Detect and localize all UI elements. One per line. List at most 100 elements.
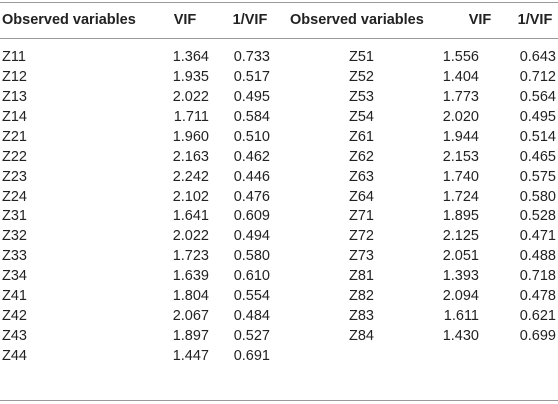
cell-variable: Z14 [2,108,27,125]
cell-variable: Z11 [2,49,26,65]
cell-inverse-vif: 0.510 [233,128,270,145]
cell-inverse-vif: 0.528 [519,208,556,225]
cell-vif: 1.447 [172,347,209,364]
bottom-rule [0,400,558,401]
cell-inverse-vif: 0.564 [519,88,556,105]
cell-variable: Z13 [2,88,27,105]
cell-inverse-vif: 0.691 [233,347,270,364]
cell-vif: 1.944 [442,128,479,145]
cell-inverse-vif: 0.465 [519,148,556,165]
cell-inverse-vif: 0.643 [519,49,556,65]
cell-vif: 2.051 [442,248,479,265]
cell-vif: 1.773 [442,88,479,105]
cell-vif: 1.804 [172,288,209,305]
cell-variable: Z83 [349,308,374,325]
cell-vif: 1.897 [172,328,209,345]
cell-variable: Z34 [2,268,27,285]
cell-variable: Z12 [2,68,27,85]
cell-vif: 2.022 [172,88,209,105]
cell-vif: 1.740 [442,168,479,185]
cell-variable: Z24 [2,188,27,205]
cell-variable: Z84 [349,328,374,345]
cell-vif: 2.163 [172,148,209,165]
cell-variable: Z33 [2,248,27,265]
cell-variable: Z44 [2,347,27,364]
cell-vif: 1.711 [173,108,209,125]
cell-vif: 1.723 [172,248,209,265]
cell-variable: Z42 [2,308,27,325]
cell-variable: Z31 [2,208,27,225]
header-inverse-vif: 1/VIF [517,12,553,28]
cell-vif: 1.960 [172,128,209,145]
cell-variable: Z41 [2,288,27,305]
cell-inverse-vif: 0.718 [519,268,556,285]
cell-vif: 1.895 [442,208,479,225]
header-variable: Observed variables [2,12,136,28]
cell-inverse-vif: 0.514 [519,128,556,145]
cell-inverse-vif: 0.517 [233,68,270,85]
cell-inverse-vif: 0.733 [233,49,270,65]
cell-inverse-vif: 0.488 [519,248,556,265]
cell-vif: 1.935 [172,68,209,85]
cell-vif: 1.430 [442,328,479,345]
cell-variable: Z21 [2,128,27,145]
cell-vif: 2.022 [172,228,209,245]
cell-vif: 2.153 [442,148,479,165]
cell-vif: 2.094 [442,288,479,305]
header-vif: VIF [173,12,197,28]
header-variable: Observed variables [290,12,424,28]
cell-inverse-vif: 0.527 [233,328,270,345]
cell-vif: 1.611 [443,308,479,325]
cell-inverse-vif: 0.476 [233,188,270,205]
cell-vif: 2.020 [442,108,479,125]
cell-vif: 1.724 [442,188,479,205]
cell-variable: Z51 [349,49,374,65]
cell-inverse-vif: 0.610 [233,268,270,285]
cell-variable: Z53 [349,88,374,105]
cell-vif: 1.639 [172,268,209,285]
cell-inverse-vif: 0.471 [519,228,556,245]
cell-vif: 1.364 [172,49,209,65]
cell-variable: Z64 [349,188,374,205]
cell-inverse-vif: 0.580 [519,188,556,205]
cell-inverse-vif: 0.575 [519,168,556,185]
cell-variable: Z72 [349,228,374,245]
cell-variable: Z81 [349,268,374,285]
cell-vif: 1.641 [172,208,209,225]
cell-inverse-vif: 0.584 [233,108,270,125]
cell-variable: Z62 [349,148,374,165]
cell-inverse-vif: 0.621 [519,308,556,325]
cell-variable: Z71 [349,208,374,225]
cell-variable: Z82 [349,288,374,305]
cell-vif: 1.556 [442,49,479,65]
cell-variable: Z43 [2,328,27,345]
cell-variable: Z61 [349,128,374,145]
cell-inverse-vif: 0.580 [233,248,270,265]
cell-inverse-vif: 0.462 [233,148,270,165]
cell-inverse-vif: 0.484 [233,308,270,325]
cell-inverse-vif: 0.554 [233,288,270,305]
cell-variable: Z23 [2,168,27,185]
cell-inverse-vif: 0.495 [519,108,556,125]
cell-vif: 2.125 [442,228,479,245]
header-rule [0,38,558,39]
cell-inverse-vif: 0.446 [233,168,270,185]
cell-variable: Z63 [349,168,374,185]
cell-vif: 2.067 [172,308,209,325]
cell-variable: Z52 [349,68,374,85]
cell-vif: 1.393 [442,268,479,285]
header-inverse-vif: 1/VIF [232,12,268,28]
cell-variable: Z22 [2,148,27,165]
cell-inverse-vif: 0.699 [519,328,556,345]
cell-inverse-vif: 0.712 [519,68,556,85]
cell-inverse-vif: 0.494 [233,228,270,245]
header-vif: VIF [468,12,492,28]
cell-inverse-vif: 0.495 [233,88,270,105]
cell-variable: Z32 [2,228,27,245]
cell-inverse-vif: 0.478 [519,288,556,305]
top-rule [0,2,558,3]
cell-vif: 2.102 [172,188,209,205]
cell-vif: 2.242 [172,168,209,185]
cell-variable: Z54 [349,108,374,125]
